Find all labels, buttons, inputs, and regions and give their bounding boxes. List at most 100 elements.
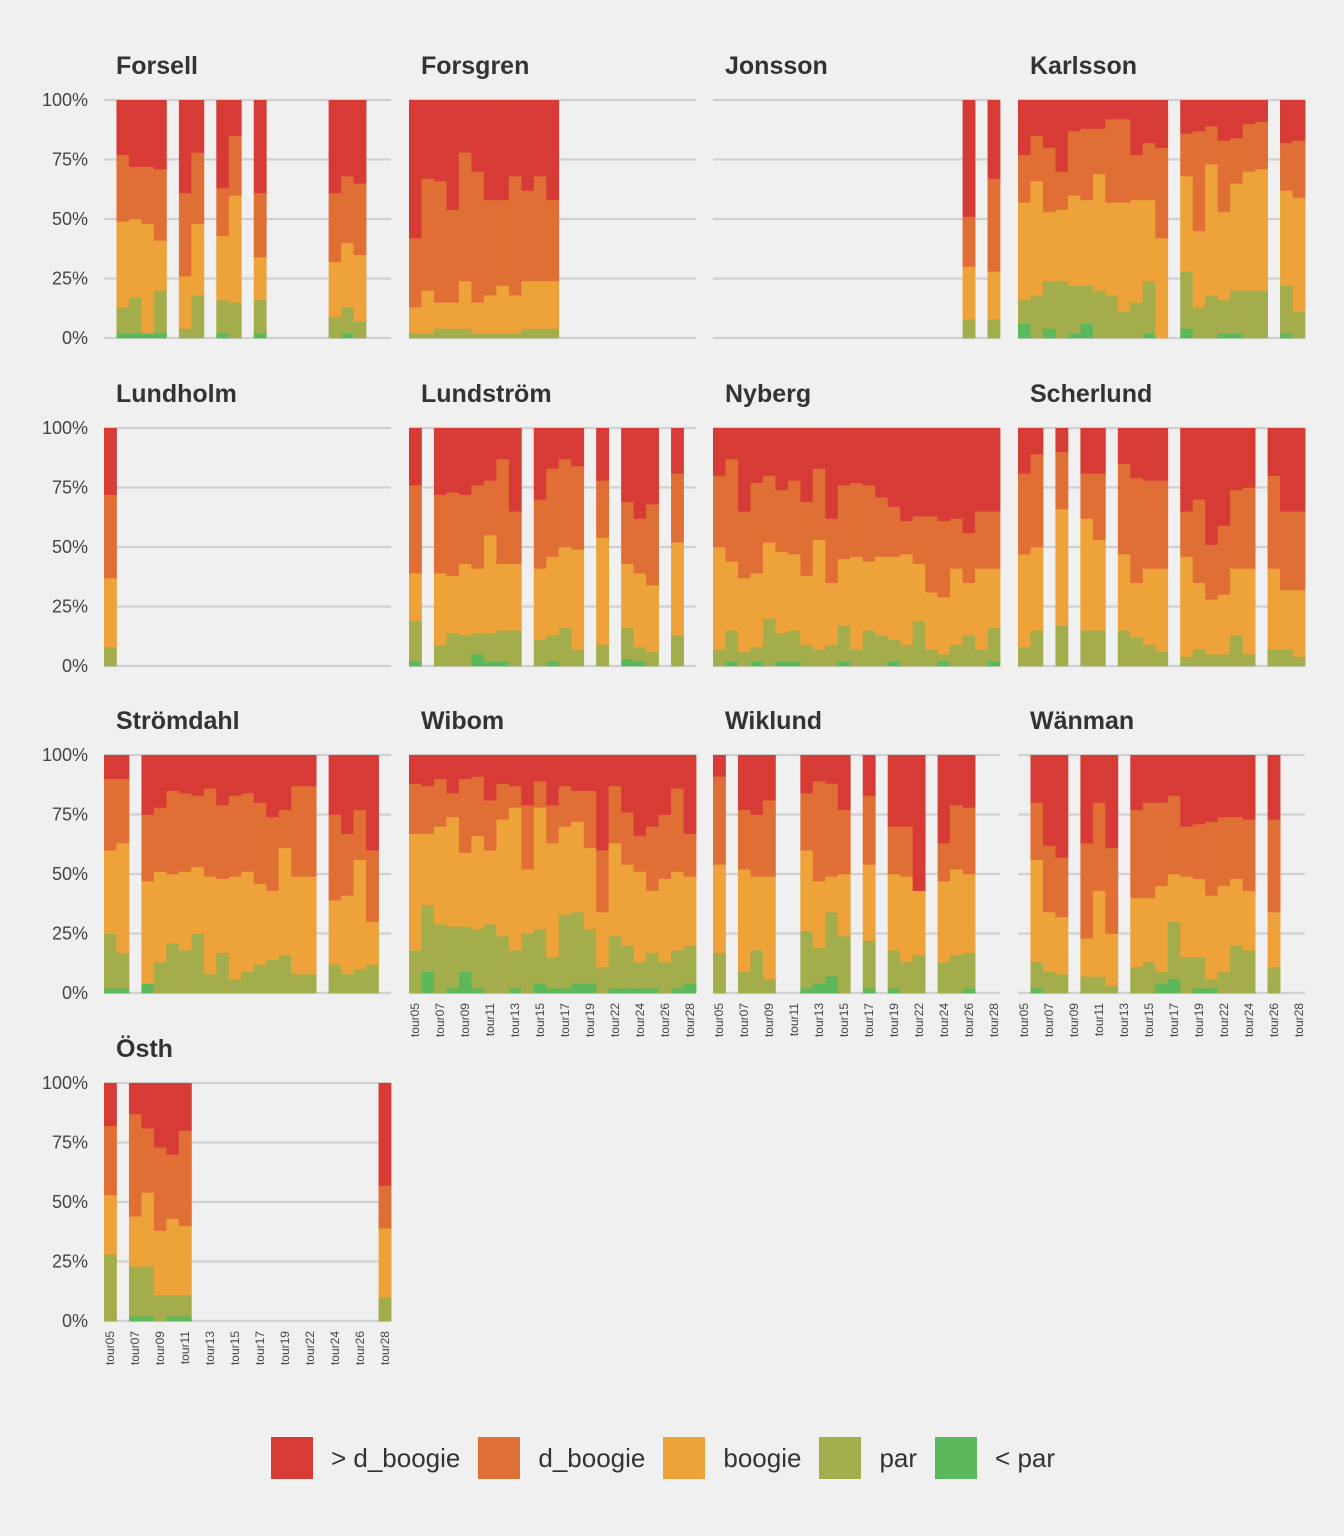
x-tick-label: tour22 <box>608 1003 622 1037</box>
bar-segment-par <box>328 316 342 339</box>
y-tick-label: 75% <box>52 805 88 825</box>
x-tick-label: tour17 <box>1167 1003 1181 1037</box>
bar-segment-boogie <box>837 874 851 937</box>
panel-strömdahl: Strömdahl 0% 25% 50% 75% 100% <box>42 707 391 1003</box>
bar-segment-d_boogie <box>887 826 901 875</box>
bar-segment-d_boogie <box>1105 100 1119 120</box>
bar-segment-par <box>1230 333 1244 339</box>
panel-karlsson: Karlsson <box>1018 52 1306 340</box>
bar-segment-d_boogie <box>546 199 560 282</box>
bar-tour20 <box>900 755 914 994</box>
bar-segment-d_boogie <box>762 800 776 877</box>
bar-segment-par <box>1180 957 1194 994</box>
bar-tour10 <box>1080 428 1094 667</box>
bar-segment-d_boogie <box>508 100 522 177</box>
bar-segment-d_boogie <box>521 804 535 870</box>
bar-segment-boogie <box>1130 199 1144 303</box>
bar-segment-d_boogie <box>471 100 485 172</box>
bar-segment-par <box>862 940 876 989</box>
bar-tour10 <box>775 428 789 667</box>
bar-tour13 <box>508 100 522 339</box>
bar-segment-par <box>446 632 460 667</box>
bar-segment-boogie <box>353 859 367 970</box>
bar-segment-par <box>725 630 739 662</box>
bar-segment-d_boogie <box>353 809 367 861</box>
bar-segment-d_boogie <box>1155 100 1169 148</box>
bar-segment-boogie <box>153 240 167 291</box>
bar-segment-d_boogie <box>787 480 801 555</box>
x-tick-label: tour24 <box>328 1331 342 1365</box>
bar-segment-d_boogie <box>775 428 789 491</box>
bar-tour19 <box>887 428 901 667</box>
panel-lundström: Lundström <box>409 380 696 668</box>
bar-tour17 <box>1167 755 1181 994</box>
bar-segment-boogie <box>1055 916 1069 975</box>
bar-segment-par <box>153 333 167 339</box>
bar-tour12 <box>496 755 510 994</box>
bar-segment-d_boogie <box>987 100 1001 179</box>
bar-segment-d_boogie <box>1105 119 1119 203</box>
bar-segment-boogie <box>887 874 901 951</box>
bar-segment-d_boogie <box>521 190 535 282</box>
bar-segment-par <box>278 954 292 994</box>
bar-segment-d_boogie <box>353 100 367 184</box>
bar-segment-d_boogie <box>1092 473 1106 541</box>
bar-segment-d_boogie <box>458 152 472 282</box>
bar-segment-d_boogie <box>1130 100 1144 156</box>
y-tick-label: 50% <box>52 864 88 884</box>
bar-segment-d_boogie <box>1080 100 1094 129</box>
bar-segment-boogie <box>421 833 435 906</box>
bar-segment-par <box>737 651 751 667</box>
bar-segment-d_boogie <box>458 428 472 495</box>
bar-tour09 <box>1067 100 1081 339</box>
bar-segment-boogie <box>1242 890 1256 951</box>
bar-segment-boogie <box>621 864 635 946</box>
x-tick-label: tour07 <box>433 1003 447 1037</box>
bar-tour17 <box>558 755 572 994</box>
bar-segment-boogie <box>962 266 976 320</box>
bar-segment-d_boogie <box>837 809 851 875</box>
bar-segment-par <box>787 630 801 662</box>
x-tick-label: tour28 <box>1292 1003 1306 1037</box>
bar-tour13 <box>812 428 826 667</box>
bar-segment-d_boogie <box>216 804 230 880</box>
bar-segment-par <box>962 988 976 994</box>
bar-tour11 <box>483 428 497 667</box>
bar-segment-d_boogie <box>750 482 764 574</box>
bar-segment-d_boogie <box>1080 428 1094 474</box>
bar-segment-d_boogie <box>1280 428 1293 512</box>
bar-segment-d_boogie <box>1292 140 1306 198</box>
bar-segment-d_boogie <box>378 1185 392 1229</box>
bar-segment-par <box>191 933 205 994</box>
y-tick-label: 0% <box>62 656 88 676</box>
legend-swatch <box>478 1437 521 1479</box>
bar-segment-boogie <box>1230 183 1244 291</box>
bar-segment-d_boogie <box>571 790 585 822</box>
bar-segment-par <box>646 651 659 667</box>
x-tick-label: tour15 <box>1142 1003 1156 1037</box>
bar-segment-d_boogie <box>975 511 988 569</box>
bar-segment-boogie <box>1205 164 1219 296</box>
bar-segment-d_boogie <box>1155 428 1169 481</box>
bar-tour05 <box>104 428 117 667</box>
bar-segment-d_boogie <box>483 100 497 201</box>
bar-tour17 <box>862 428 876 667</box>
bar-segment-d_boogie <box>1018 154 1031 203</box>
bar-segment-d_boogie <box>713 428 726 476</box>
bar-segment-d_boogie <box>458 778 472 853</box>
bar-segment-boogie <box>1230 878 1244 946</box>
bar-segment-d_boogie <box>608 755 622 787</box>
bar-segment-boogie <box>1030 859 1044 963</box>
bar-segment-par <box>178 1316 192 1322</box>
bar-segment-d_boogie <box>496 199 510 286</box>
bar-segment-d_boogie <box>1030 755 1044 803</box>
x-tick-label: tour28 <box>378 1331 392 1365</box>
bar-segment-par <box>104 933 117 989</box>
bar-segment-par <box>1255 290 1268 339</box>
bar-segment-d_boogie <box>633 835 647 872</box>
bar-segment-d_boogie <box>825 518 839 583</box>
bar-segment-par <box>353 969 367 994</box>
bar-segment-d_boogie <box>508 785 522 808</box>
bar-segment-par <box>141 1266 155 1317</box>
bar-segment-par <box>1280 285 1293 334</box>
